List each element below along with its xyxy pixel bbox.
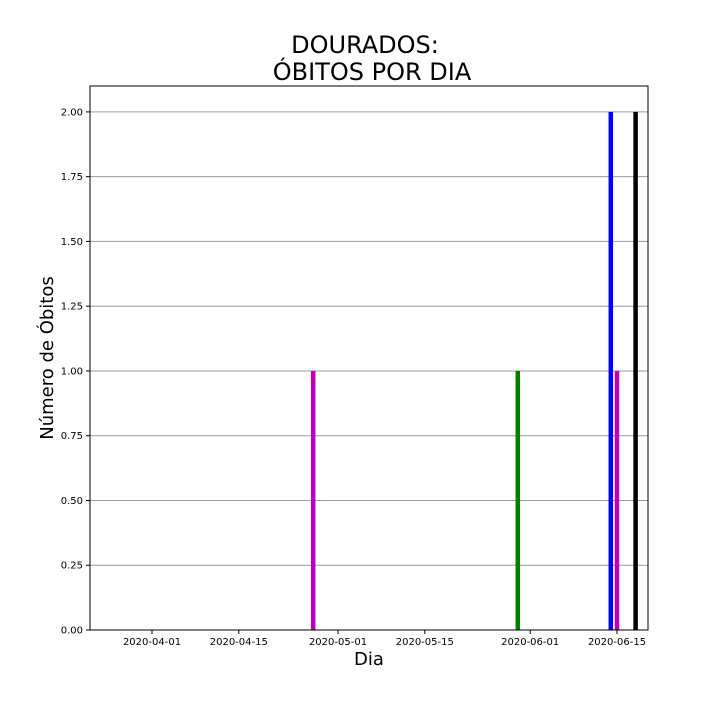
x-tick-label-3: 2020-05-15 [396, 637, 454, 648]
y-tick-label-3: 0.75 [61, 431, 83, 442]
x-axis-label: Dia [354, 649, 384, 670]
y-tick-label-1: 0.25 [61, 561, 83, 572]
x-tick-label-2: 2020-05-01 [309, 637, 367, 648]
y-tick-label-5: 1.25 [61, 302, 83, 313]
y-tick-label-2: 0.50 [61, 496, 83, 507]
y-tick-label-4: 1.00 [61, 366, 83, 377]
y-tick-label-6: 1.50 [61, 237, 83, 248]
y-tick-label-8: 2.00 [61, 107, 83, 118]
y-axis-label: Número de Óbitos [36, 276, 58, 440]
bar-2020-04-27 [310, 370, 316, 630]
x-axis-ticks: 2020-04-01 2020-04-15 2020-05-01 2020-05-15… [123, 630, 646, 648]
y-tick-label-7: 1.75 [61, 172, 83, 183]
bar-2020-06-15 [614, 370, 620, 630]
bar-2020-06-14 [608, 111, 614, 630]
chart-title-line-1: DOURADOS: [291, 31, 439, 59]
x-tick-label-4: 2020-06-01 [501, 637, 559, 648]
bars [310, 111, 638, 630]
y-axis-ticks: 0.00 0.25 0.50 0.75 1.00 1.25 1.50 1.75 2.00 [61, 107, 90, 637]
chart-title-line-2: ÓBITOS POR DIA [273, 56, 472, 86]
x-tick-label-5: 2020-06-15 [588, 637, 646, 648]
bar-2020-05-30 [515, 370, 521, 630]
x-tick-label-0: 2020-04-01 [123, 637, 181, 648]
y-tick-label-0: 0.00 [61, 626, 83, 637]
bar-2020-06-18 [633, 111, 638, 630]
plot-frame [89, 85, 649, 631]
x-tick-label-1: 2020-04-15 [210, 637, 268, 648]
